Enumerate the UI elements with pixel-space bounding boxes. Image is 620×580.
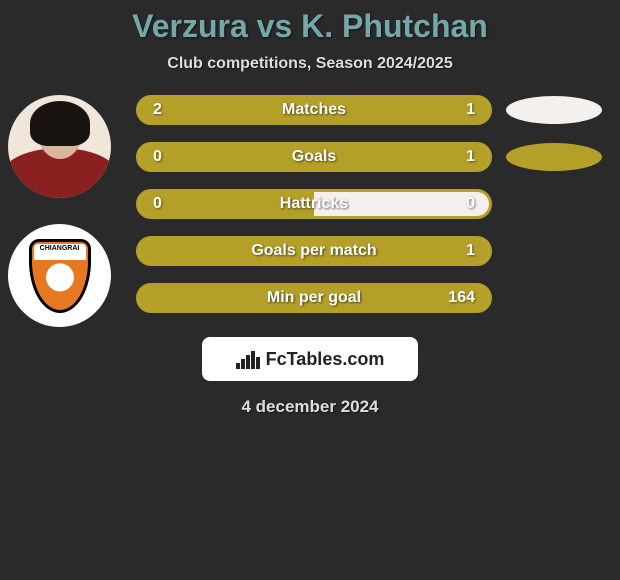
stat-bar: 0 1 Goals xyxy=(136,142,492,172)
stat-row: 2 1 Matches xyxy=(136,95,602,125)
stat-row: 0 0 Hattricks xyxy=(136,189,602,219)
stat-value-left: 2 xyxy=(153,101,162,119)
avatar-column: CHIANGRAI xyxy=(8,95,118,353)
stat-label: Hattricks xyxy=(280,195,348,213)
stat-bar: 0 0 Hattricks xyxy=(136,189,492,219)
stat-label: Min per goal xyxy=(267,289,361,307)
stat-value-right: 1 xyxy=(466,101,475,119)
stat-row: 164 Min per goal xyxy=(136,283,602,313)
brand-logo: FcTables.com xyxy=(202,337,418,381)
stats-list: 2 1 Matches 0 1 Goals 0 0 Hattricks 1 Goals per ma… xyxy=(136,95,602,313)
stat-bar: 1 Goals per match xyxy=(136,236,492,266)
page-title: Verzura vs K. Phutchan xyxy=(0,8,620,45)
body: CHIANGRAI 2 1 Matches 0 1 Goals 0 0 Hattricks 1 Go… xyxy=(0,95,620,313)
badge-text: CHIANGRAI xyxy=(32,245,88,252)
result-bubble xyxy=(506,143,602,171)
stat-bar: 164 Min per goal xyxy=(136,283,492,313)
stat-row: 0 1 Goals xyxy=(136,142,602,172)
player-avatar xyxy=(8,95,111,198)
bar-chart-icon xyxy=(236,349,260,369)
stat-label: Goals xyxy=(292,148,336,166)
stat-label: Matches xyxy=(282,101,346,119)
subtitle: Club competitions, Season 2024/2025 xyxy=(0,55,620,73)
stat-value-left: 0 xyxy=(153,195,162,213)
result-bubble xyxy=(506,96,602,124)
stat-label: Goals per match xyxy=(251,242,376,260)
club-badge: CHIANGRAI xyxy=(8,224,111,327)
stat-value-right: 0 xyxy=(466,195,475,213)
stat-row: 1 Goals per match xyxy=(136,236,602,266)
brand-text: FcTables.com xyxy=(266,349,385,370)
footer-date: 4 december 2024 xyxy=(0,397,620,417)
stat-value-right: 1 xyxy=(466,242,475,260)
stat-value-left: 0 xyxy=(153,148,162,166)
stat-bar: 2 1 Matches xyxy=(136,95,492,125)
stat-value-right: 164 xyxy=(448,289,475,307)
comparison-card: Verzura vs K. Phutchan Club competitions… xyxy=(0,0,620,417)
stat-value-right: 1 xyxy=(466,148,475,166)
